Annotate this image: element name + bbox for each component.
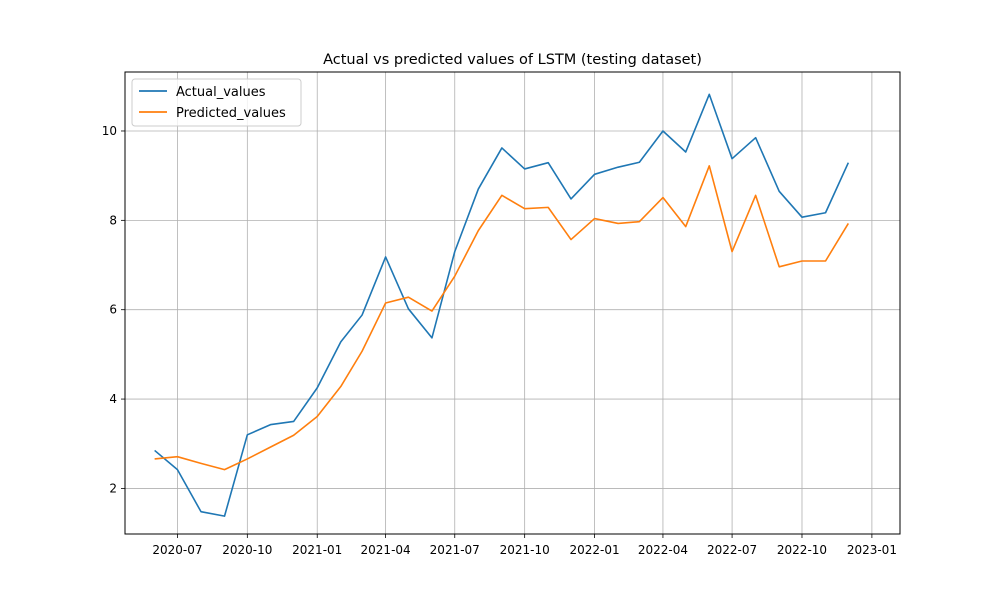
legend: Actual_values Predicted_values	[131, 78, 302, 127]
x-tick-label: 2022-10	[777, 543, 827, 557]
series-line-predicted-values	[154, 165, 850, 471]
x-tick-label: 2021-07	[430, 543, 480, 557]
y-tick-label: 6	[109, 303, 117, 317]
x-tick-label: 2022-01	[569, 543, 619, 557]
legend-label-predicted-values: Predicted_values	[176, 106, 286, 121]
plot-series	[154, 93, 850, 517]
axis-ticks: 2020-07 2020-10 2021-01 2021-04 2021-07 2021-…	[102, 124, 897, 557]
x-tick-label: 2021-01	[292, 543, 342, 557]
chart-title: Actual vs predicted values of LSTM (test…	[323, 52, 702, 68]
series-line-actual-values	[154, 93, 850, 517]
x-tick-label: 2023-01	[847, 543, 897, 557]
grid	[125, 72, 900, 534]
legend-box	[131, 78, 302, 127]
y-tick-label: 2	[109, 481, 117, 495]
y-tick-label: 10	[102, 124, 117, 138]
x-tick-label: 2022-07	[707, 543, 757, 557]
x-tick-label: 2022-04	[638, 543, 688, 557]
x-tick-label: 2020-10	[222, 543, 272, 557]
x-tick-label: 2020-07	[152, 543, 202, 557]
x-tick-label: 2021-04	[361, 543, 411, 557]
legend-label-actual-values: Actual_values	[176, 85, 266, 100]
y-tick-label: 4	[109, 392, 117, 406]
plot-area-frame	[124, 71, 901, 535]
x-tick-label: 2021-10	[500, 543, 550, 557]
y-tick-label: 8	[109, 213, 117, 227]
